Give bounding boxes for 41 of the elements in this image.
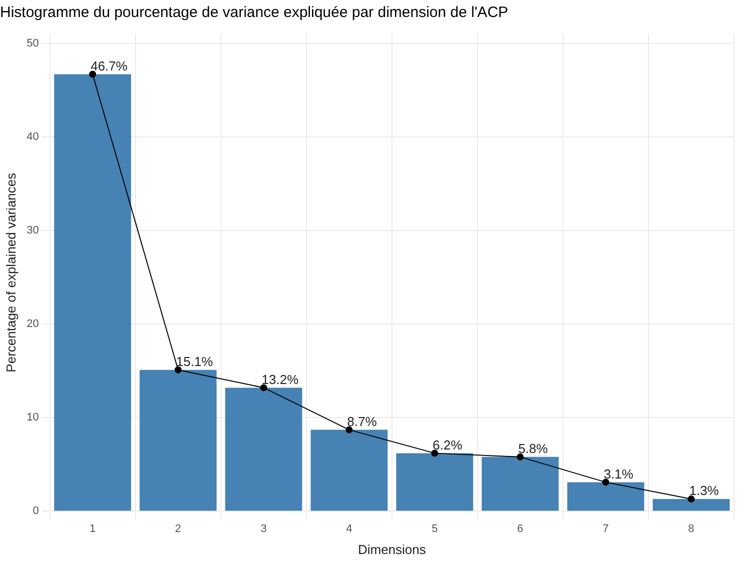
y-axis-title: Percentage of explained variances	[3, 172, 18, 372]
bar	[652, 499, 730, 511]
point	[174, 366, 182, 374]
x-tick-label: 3	[260, 522, 267, 535]
point	[431, 450, 438, 457]
x-tick-label: 2	[175, 522, 182, 535]
bar	[140, 370, 217, 511]
data-label: 3.1%	[604, 466, 634, 482]
data-label: 1.3%	[689, 483, 720, 498]
y-tick-label: 10	[26, 412, 39, 424]
data-label: 46.7%	[90, 58, 128, 74]
data-label: 8.7%	[347, 414, 378, 429]
bar	[54, 74, 132, 511]
x-tick-label: 7	[602, 522, 609, 535]
x-tick-label: 4	[346, 522, 352, 535]
y-tick-label: 30	[26, 224, 39, 237]
y-tick-label: 20	[26, 318, 39, 330]
bar	[482, 456, 559, 511]
y-tick-label: 0	[32, 505, 39, 518]
point	[516, 453, 524, 460]
bar	[396, 453, 474, 511]
y-tick-label: 40	[26, 130, 39, 143]
point	[688, 496, 695, 503]
bar	[310, 430, 388, 511]
x-tick-label: 8	[688, 522, 694, 535]
bar	[567, 482, 644, 511]
bar	[225, 388, 302, 511]
y-tick-label: 50	[26, 37, 39, 50]
point	[602, 478, 610, 486]
data-label: 15.1%	[176, 354, 214, 369]
x-axis-title: Dimensions	[358, 542, 426, 557]
point	[346, 426, 353, 434]
x-tick-label: 1	[90, 522, 96, 535]
chart-title: Histogramme du pourcentage de variance expliquée par dimension de l'ACP	[0, 4, 508, 22]
data-label: 5.8%	[518, 441, 548, 456]
point	[89, 70, 96, 78]
data-label: 6.2%	[432, 437, 463, 452]
point	[260, 384, 268, 392]
data-label: 13.2%	[262, 372, 299, 387]
x-tick-label: 5	[432, 522, 438, 535]
x-tick-label: 6	[517, 522, 524, 535]
